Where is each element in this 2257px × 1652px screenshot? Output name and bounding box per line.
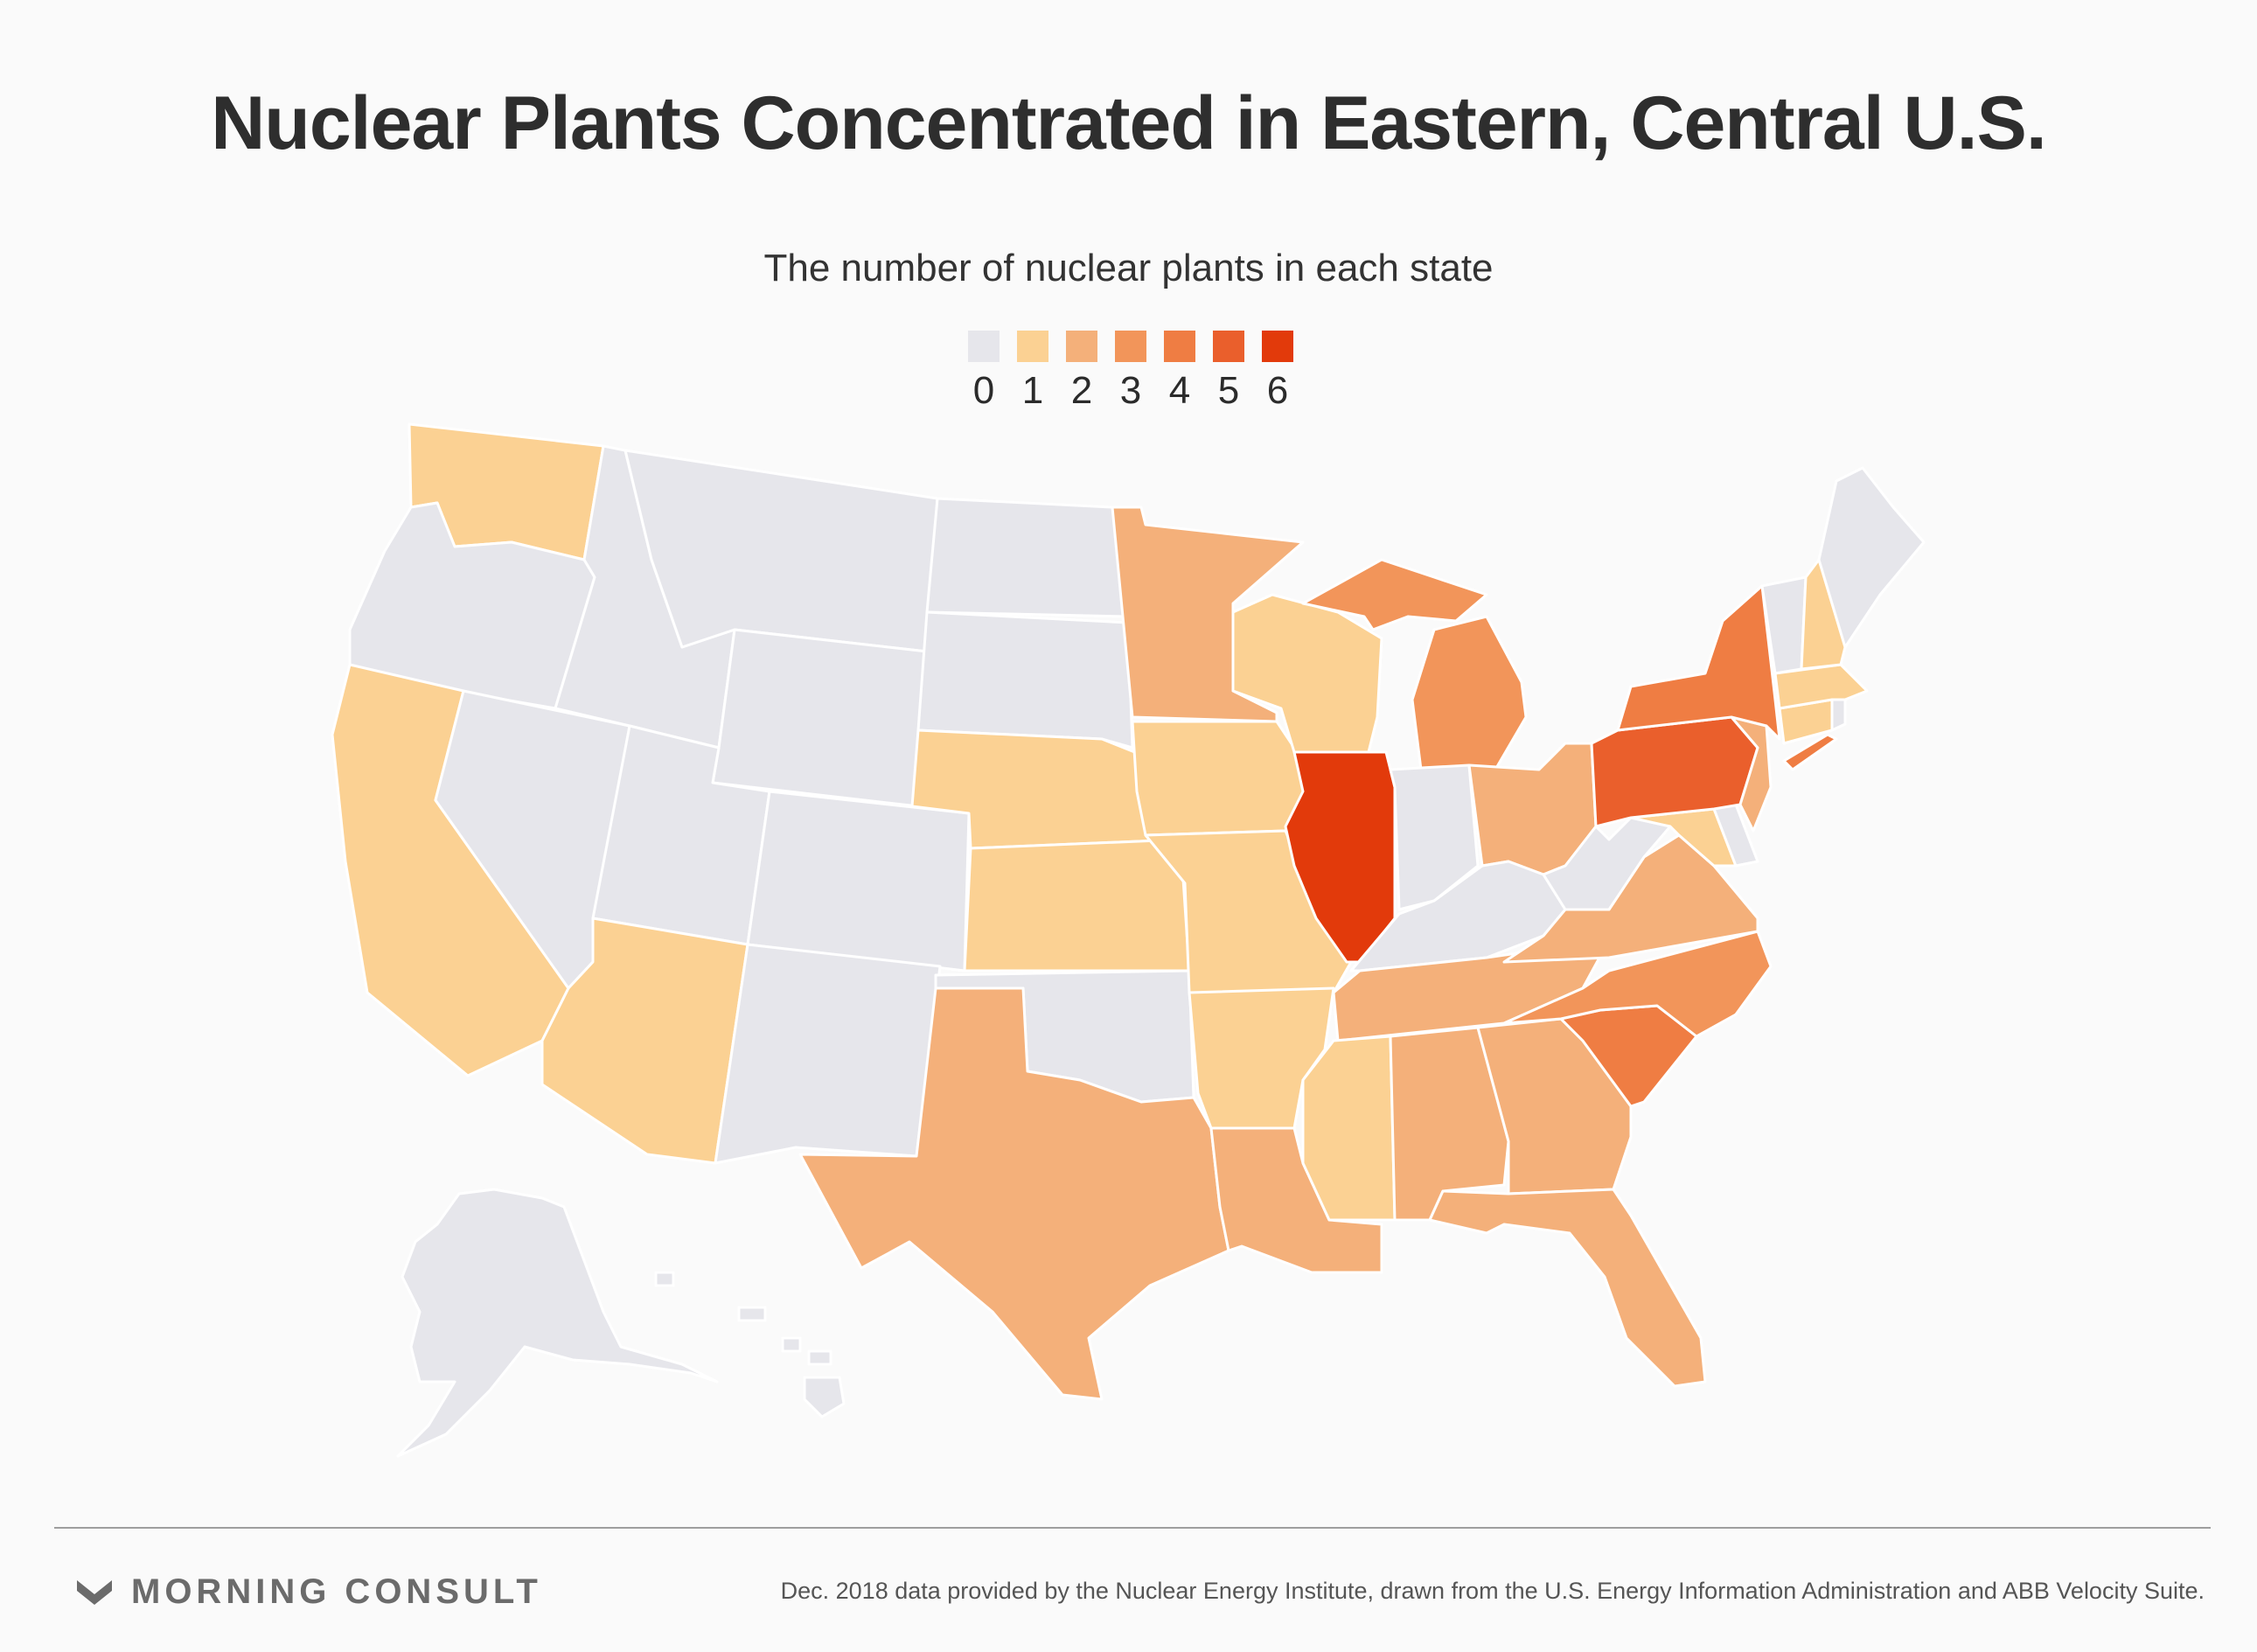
state-alaska xyxy=(396,1188,719,1458)
state-colorado xyxy=(746,790,971,972)
state-texas xyxy=(798,986,1230,1401)
legend-item-1: 1 xyxy=(1016,331,1049,413)
legend-label-5: 5 xyxy=(1217,369,1240,412)
state-north-carolina xyxy=(1502,930,1773,1038)
chart-title: Nuclear Plants Concentrated in Eastern, … xyxy=(211,81,2047,165)
state-arkansas xyxy=(1188,986,1335,1130)
morning-consult-logo-icon xyxy=(77,1579,112,1605)
state-kansas xyxy=(963,838,1191,972)
legend-label-0: 0 xyxy=(972,369,995,412)
state-mississippi xyxy=(1301,1035,1397,1222)
legend-swatch-1 xyxy=(1017,331,1048,362)
legend-label-4: 4 xyxy=(1168,369,1191,412)
legend-item-6: 6 xyxy=(1261,331,1294,413)
state-florida xyxy=(1428,1188,1707,1388)
state-new-hampshire xyxy=(1800,558,1847,671)
state-michigan xyxy=(1301,558,1528,771)
legend: 0 1 2 3 4 5 6 xyxy=(967,331,1294,413)
legend-item-3: 3 xyxy=(1114,331,1147,413)
source-note: Dec. 2018 data provided by the Nuclear E… xyxy=(780,1578,2205,1604)
state-iowa xyxy=(1131,720,1313,837)
legend-item-2: 2 xyxy=(1065,331,1098,413)
brand: MORNING CONSULT xyxy=(77,1572,542,1612)
state-wyoming xyxy=(711,628,929,808)
footer-divider xyxy=(54,1527,2211,1529)
legend-item-4: 4 xyxy=(1163,331,1196,413)
brand-name: MORNING CONSULT xyxy=(131,1572,542,1611)
state-south-dakota xyxy=(916,610,1134,749)
legend-swatch-4 xyxy=(1164,331,1195,362)
state-montana xyxy=(623,449,939,653)
state-hawaii xyxy=(654,1271,846,1418)
legend-swatch-3 xyxy=(1115,331,1146,362)
state-minnesota xyxy=(1111,505,1305,723)
legend-swatch-0 xyxy=(968,331,1000,362)
legend-label-6: 6 xyxy=(1266,369,1289,412)
legend-label-1: 1 xyxy=(1021,369,1044,412)
state-rhode-island xyxy=(1830,698,1847,732)
legend-label-3: 3 xyxy=(1119,369,1142,412)
legend-swatch-5 xyxy=(1213,331,1244,362)
state-new-mexico xyxy=(714,943,942,1165)
chart-subtitle: The number of nuclear plants in each sta… xyxy=(763,247,1494,289)
legend-item-0: 0 xyxy=(967,331,1000,413)
legend-item-5: 5 xyxy=(1212,331,1245,413)
state-west-virginia xyxy=(1542,816,1672,911)
legend-label-2: 2 xyxy=(1070,369,1093,412)
state-maine xyxy=(1817,466,1926,649)
state-north-dakota xyxy=(925,497,1130,618)
state-new-york xyxy=(1616,584,1838,771)
legend-swatch-2 xyxy=(1066,331,1097,362)
state-louisiana xyxy=(1209,1126,1383,1274)
legend-swatch-6 xyxy=(1262,331,1293,362)
